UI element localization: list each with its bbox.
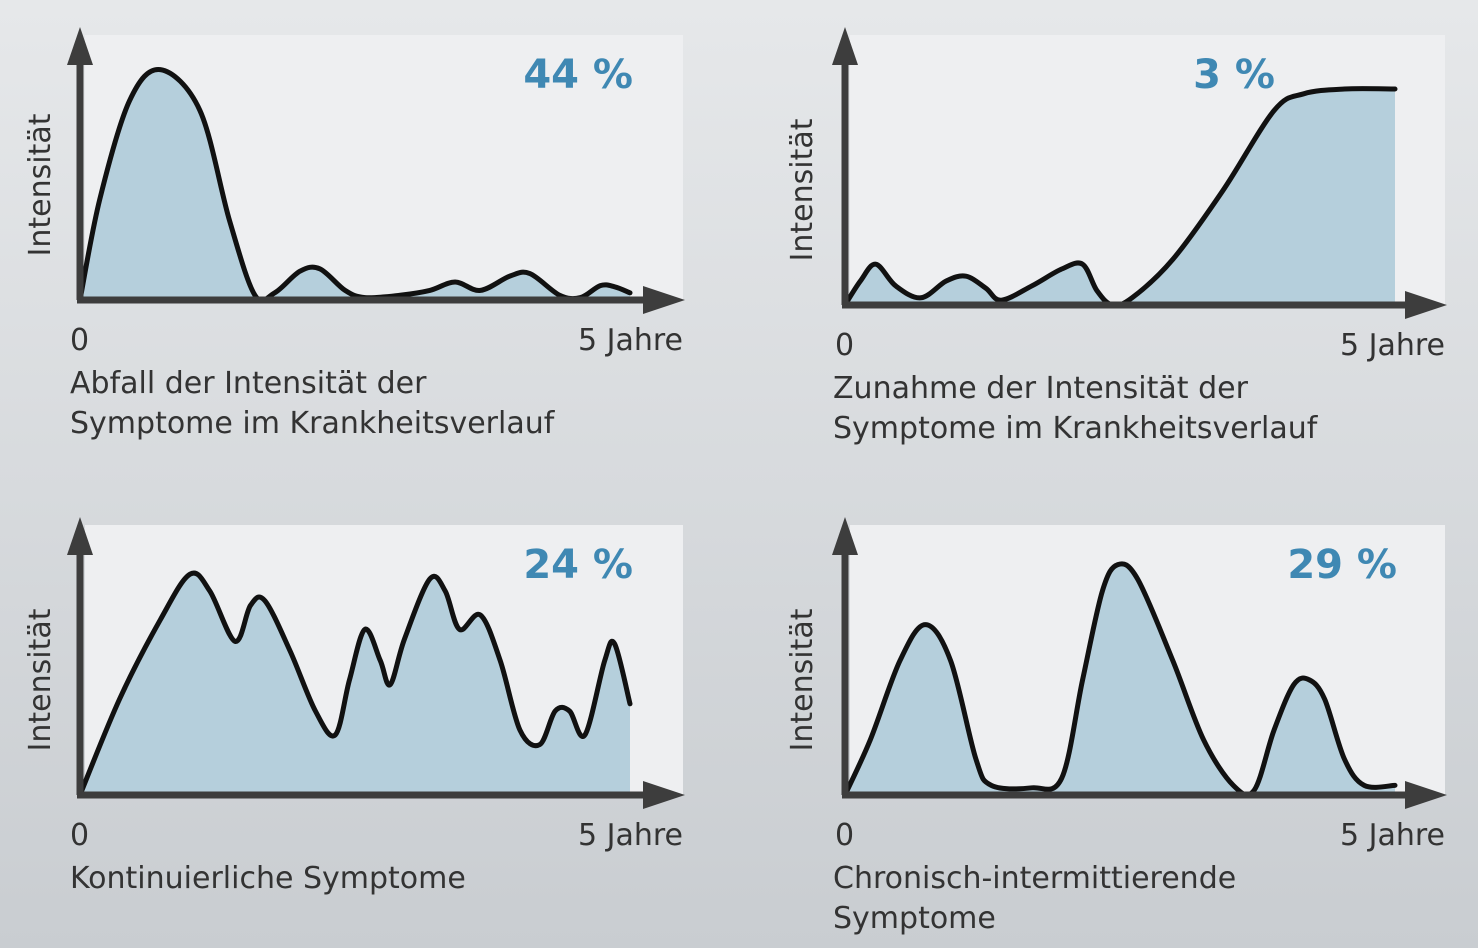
chart-panel-1: 44 % Intensität 0 5 Jahre Abfall der Intensi… (23, 27, 685, 441)
caption-line: Symptome im Krankheitsverlauf (70, 406, 556, 441)
percent-label: 29 % (1287, 542, 1397, 588)
y-axis-label: Intensität (785, 118, 820, 261)
y-axis-label: Intensität (23, 113, 58, 256)
area-fill (80, 572, 630, 795)
y-axis-label: Intensität (23, 608, 58, 751)
x-tick-start: 0 (835, 818, 854, 853)
chart-panel-2: 3 % Intensität 0 5 Jahre Zunahme der Intensi… (785, 27, 1447, 446)
caption-line: Zunahme der Intensität der (833, 371, 1249, 406)
y-axis-arrow-icon (67, 27, 93, 65)
y-axis-arrow-icon (67, 517, 93, 555)
x-axis-arrow-icon (1405, 291, 1447, 319)
y-axis-arrow-icon (832, 517, 858, 555)
x-tick-start: 0 (70, 323, 89, 358)
x-tick-start: 0 (70, 818, 89, 853)
caption-line: Chronisch-intermittierende (833, 861, 1236, 896)
intensity-line (77, 570, 633, 798)
caption-line: Symptome im Krankheitsverlauf (833, 411, 1319, 446)
chart-panel-4: 29 % Intensität 0 5 Jahre Chronisch-intermit… (785, 517, 1447, 936)
intensity-line (77, 67, 633, 304)
y-axis-label: Intensität (785, 608, 820, 751)
x-axis-arrow-icon (643, 781, 685, 809)
x-tick-end: 5 Jahre (578, 323, 683, 358)
x-tick-end: 5 Jahre (1340, 818, 1445, 853)
caption-line: Symptome (833, 901, 996, 936)
y-axis-arrow-icon (832, 27, 858, 65)
x-tick-end: 5 Jahre (1340, 328, 1445, 363)
percent-label: 24 % (523, 542, 633, 588)
area-fill (845, 88, 1395, 306)
area-fill (845, 563, 1395, 795)
x-axis-arrow-icon (643, 286, 685, 314)
caption-line: Kontinuierliche Symptome (70, 861, 466, 896)
x-tick-end: 5 Jahre (578, 818, 683, 853)
intensity-line (842, 561, 1398, 798)
caption-line: Abfall der Intensität der (70, 366, 427, 401)
chart-panel-3: 24 % Intensität 0 5 Jahre Kontinuierliche Sy… (23, 517, 685, 896)
percent-label: 44 % (523, 52, 633, 98)
intensity-line (842, 86, 1398, 308)
area-fill (80, 69, 630, 301)
percent-label: 3 % (1193, 52, 1275, 98)
x-tick-start: 0 (835, 328, 854, 363)
x-axis-arrow-icon (1405, 781, 1447, 809)
